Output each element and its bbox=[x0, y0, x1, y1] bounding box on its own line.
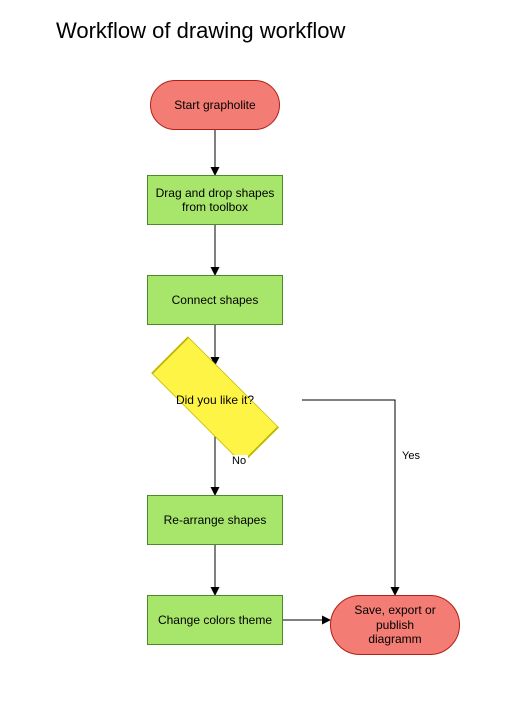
node-label: Did you like it? bbox=[128, 365, 302, 435]
node-start: Start grapholite bbox=[150, 80, 280, 130]
node-decide: Did you like it? bbox=[128, 365, 302, 435]
node-save: Save, export or publish diagramm bbox=[330, 595, 460, 655]
node-colors: Change colors theme bbox=[147, 595, 283, 645]
node-connect: Connect shapes bbox=[147, 275, 283, 325]
edge-label-yes: Yes bbox=[400, 450, 422, 462]
node-rearr: Re-arrange shapes bbox=[147, 495, 283, 545]
edge-decide-save bbox=[302, 400, 395, 595]
edge-label-no: No bbox=[230, 455, 248, 467]
flowchart-canvas: Workflow of drawing workflow Start graph… bbox=[0, 0, 510, 720]
diagram-title: Workflow of drawing workflow bbox=[56, 18, 345, 44]
node-drag: Drag and drop shapes from toolbox bbox=[147, 175, 283, 225]
